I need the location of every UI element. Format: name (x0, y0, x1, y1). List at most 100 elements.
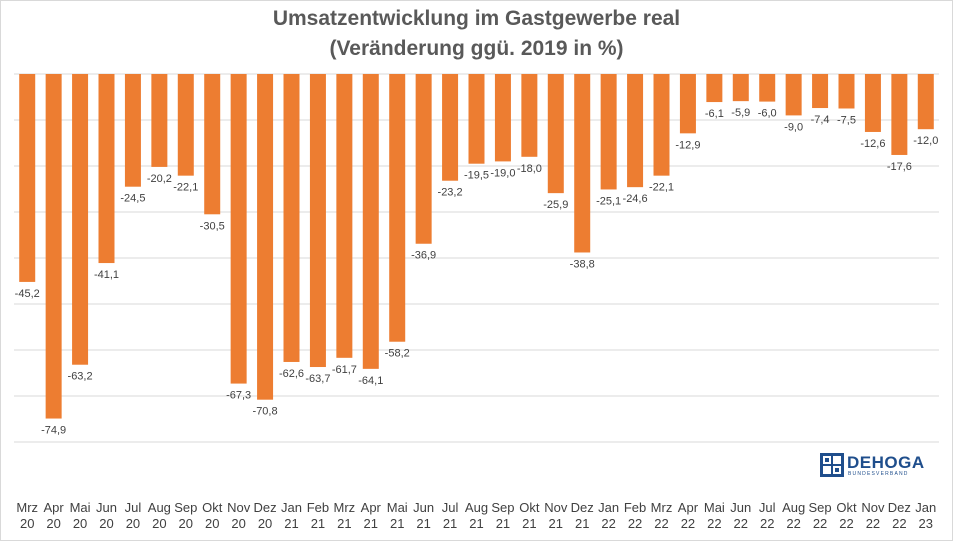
data-label: -22,1 (173, 182, 198, 194)
data-label: -25,9 (543, 199, 568, 211)
x-tick-month: Mai (70, 500, 91, 515)
x-tick-month: Mai (704, 500, 725, 515)
x-tick-month: Apr (361, 500, 382, 515)
bar (547, 74, 564, 194)
x-tick-year: 20 (126, 516, 140, 531)
bar (600, 74, 617, 190)
x-tick-month: Mai (387, 500, 408, 515)
data-label: -45,2 (15, 288, 40, 300)
bar (98, 74, 115, 264)
x-tick-year: 20 (99, 516, 113, 531)
bar (336, 74, 353, 358)
x-tick-year: 21 (575, 516, 589, 531)
data-label: -17,6 (887, 161, 912, 173)
x-tick-year: 21 (469, 516, 483, 531)
x-tick-year: 22 (628, 516, 642, 531)
x-tick-month: Feb (624, 500, 646, 515)
x-tick-year: 21 (364, 516, 378, 531)
chart-title: Umsatzentwicklung im Gastgewerbe real (272, 7, 681, 30)
x-tick-month: Okt (836, 500, 857, 515)
x-tick-year: 21 (390, 516, 404, 531)
x-tick-year: 21 (284, 516, 298, 531)
data-label: -19,0 (490, 167, 515, 179)
x-tick-year: 20 (73, 516, 87, 531)
data-label: -6,1 (705, 108, 724, 120)
x-tick-year: 21 (311, 516, 325, 531)
bar (309, 74, 326, 368)
logo-name: DEHOGA (847, 453, 925, 472)
x-tick-month: Sep (491, 500, 514, 515)
x-tick-month: Sep (809, 500, 832, 515)
bar (917, 74, 934, 130)
bar (19, 74, 36, 282)
data-label: -7,4 (811, 114, 830, 126)
x-tick-month: Jun (413, 500, 434, 515)
x-tick-month: Okt (519, 500, 540, 515)
bar (415, 74, 432, 244)
x-tick-year: 21 (522, 516, 536, 531)
bar (257, 74, 274, 400)
bar (124, 74, 141, 187)
bar (468, 74, 485, 164)
x-tick-month: Aug (465, 500, 488, 515)
data-label: -64,1 (358, 375, 383, 387)
bar (283, 74, 300, 362)
bar (574, 74, 591, 253)
x-tick-year: 22 (760, 516, 774, 531)
chart-subtitle: (Veränderung ggü. 2019 in %) (329, 37, 624, 60)
x-tick-year: 22 (601, 516, 615, 531)
bar (679, 74, 696, 134)
bar (653, 74, 670, 176)
x-tick-year: 23 (919, 516, 933, 531)
bar (891, 74, 908, 155)
x-tick-month: Sep (174, 500, 197, 515)
bar (204, 74, 221, 215)
x-tick-year: 22 (707, 516, 721, 531)
bar (362, 74, 379, 369)
x-tick-month: Aug (148, 500, 171, 515)
data-label: -63,2 (68, 371, 93, 383)
x-tick-month: Jul (759, 500, 776, 515)
bar (838, 74, 855, 109)
data-label: -20,2 (147, 173, 172, 185)
data-label: -12,6 (860, 138, 885, 150)
data-label: -24,6 (623, 193, 648, 205)
bar (45, 74, 62, 419)
x-tick-year: 20 (152, 516, 166, 531)
bar (72, 74, 89, 365)
dehoga-emblem-icon (820, 453, 844, 477)
x-tick-year: 20 (258, 516, 272, 531)
x-tick-month: Jan (281, 500, 302, 515)
x-tick-year: 22 (786, 516, 800, 531)
x-tick-year: 21 (443, 516, 457, 531)
data-label: -23,2 (438, 187, 463, 199)
x-tick-month: Dez (571, 500, 594, 515)
bar (812, 74, 829, 109)
data-label: -63,7 (305, 373, 330, 385)
x-tick-month: Feb (307, 500, 329, 515)
x-tick-year: 22 (892, 516, 906, 531)
data-label: -6,0 (758, 108, 777, 120)
x-tick-year: 22 (681, 516, 695, 531)
bar (759, 74, 776, 102)
bar (494, 74, 511, 162)
x-tick-year: 20 (46, 516, 60, 531)
bar (389, 74, 406, 342)
dehoga-logo: DEHOGA BUNDESVERBAND (820, 452, 932, 480)
data-label: -30,5 (200, 220, 225, 232)
data-label: -18,0 (517, 163, 542, 175)
x-tick-year: 21 (496, 516, 510, 531)
x-tick-year: 22 (734, 516, 748, 531)
data-label: -36,9 (411, 250, 436, 262)
x-tick-month: Jan (915, 500, 936, 515)
x-tick-month: Jun (96, 500, 117, 515)
x-tick-month: Jul (442, 500, 459, 515)
data-label: -5,9 (731, 107, 750, 119)
x-tick-month: Jan (598, 500, 619, 515)
data-label: -22,1 (649, 182, 674, 194)
x-tick-month: Apr (678, 500, 699, 515)
x-tick-year: 20 (231, 516, 245, 531)
data-label: -12,0 (913, 135, 938, 147)
x-tick-month: Nov (227, 500, 251, 515)
